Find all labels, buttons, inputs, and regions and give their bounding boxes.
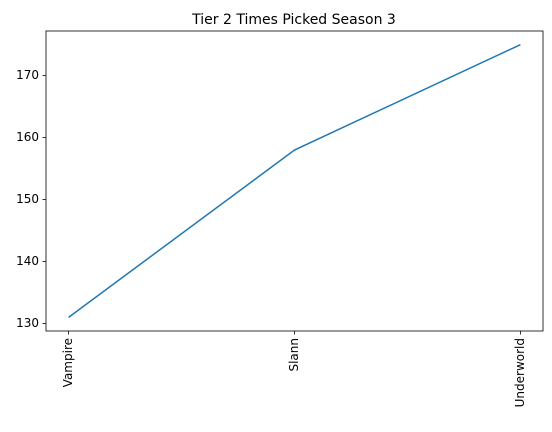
y-tick-label: 170 [16,68,39,82]
data-line [68,43,521,318]
y-tick-label: 160 [16,130,39,144]
y-tick-label: 130 [16,316,39,330]
y-tick-label: 140 [16,254,39,268]
x-tick-label: Underworld [513,338,527,407]
x-tick-label: Vampire [61,338,75,387]
y-tick-label: 150 [16,192,39,206]
x-tick-label: Slann [287,338,301,372]
chart-title: Tier 2 Times Picked Season 3 [191,12,396,28]
axes-frame [45,30,544,332]
